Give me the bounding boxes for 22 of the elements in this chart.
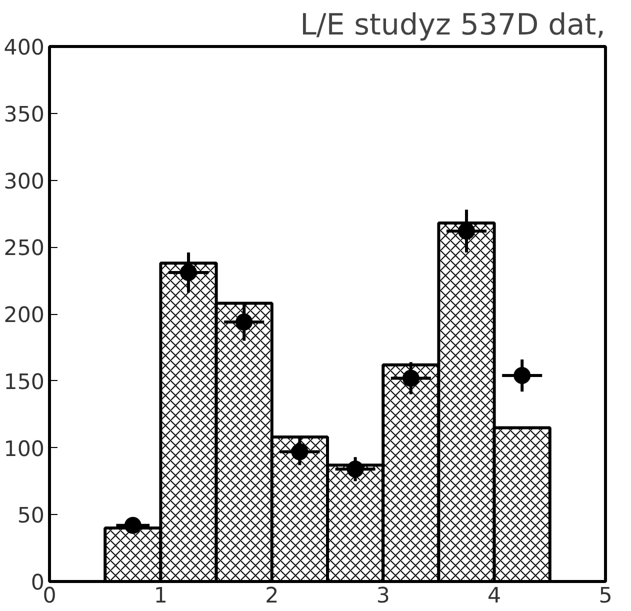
y-tick-label: 150 — [4, 370, 45, 395]
x-tick-label: 2 — [265, 584, 279, 608]
x-tick-label: 1 — [154, 584, 168, 608]
chart-title: L/E studyz 537D dat, — [300, 8, 606, 42]
x-tick-label: 5 — [598, 584, 612, 608]
point — [291, 443, 308, 460]
y-tick-label: 400 — [4, 36, 45, 60]
y-tick-label: 350 — [4, 102, 45, 128]
x-tick-label: 4 — [488, 584, 502, 608]
point — [180, 264, 197, 282]
y-tick-label: 100 — [4, 436, 45, 462]
x-tick-label: 3 — [376, 584, 390, 608]
point — [514, 367, 531, 384]
point — [124, 516, 142, 534]
y-tick-label: 300 — [4, 169, 45, 194]
point — [346, 460, 364, 478]
y-tick-label: 200 — [4, 303, 45, 328]
y-tick-label: 250 — [4, 236, 45, 262]
y-tick-label: 50 — [17, 504, 44, 529]
point — [458, 222, 475, 240]
point — [402, 370, 420, 387]
point — [236, 314, 253, 331]
